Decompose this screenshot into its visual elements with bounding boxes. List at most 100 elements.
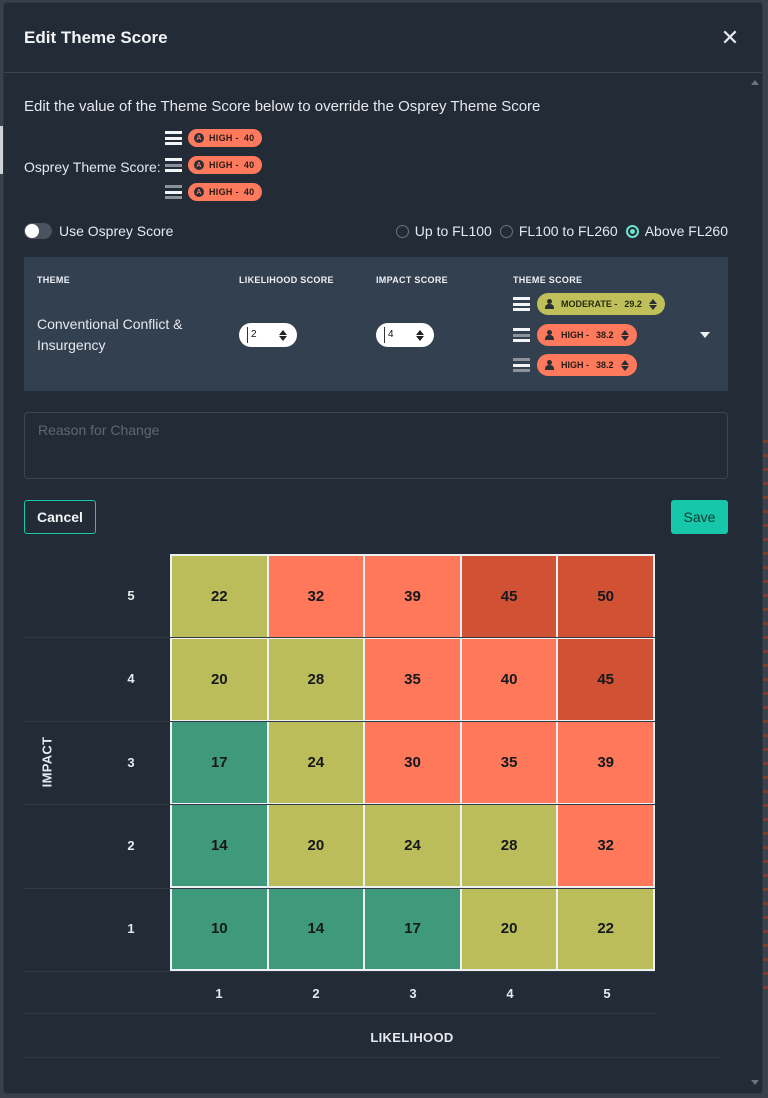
altitude-band-icon — [513, 297, 530, 311]
osprey-score-line: A HIGH - 40 — [165, 156, 263, 174]
altitude-band-icon — [165, 158, 182, 172]
matrix-cell: 28 — [460, 804, 558, 887]
altitude-band-icon — [513, 328, 530, 342]
matrix-cell: 30 — [364, 721, 461, 804]
header-theme: THEME — [37, 275, 70, 285]
modal-title: Edit Theme Score — [24, 27, 168, 47]
risk-matrix-grid: 22 32 39 45 50 20 28 35 40 45 17 24 30 35 39 14 20 24 28 32… — [170, 554, 655, 971]
radio-label: Above FL260 — [644, 223, 728, 239]
altitude-radio-group: Up to FL100 FL100 to FL260 Above FL260 — [395, 223, 728, 239]
matrix-cell: 32 — [557, 804, 654, 887]
radio-label: Up to FL100 — [414, 223, 492, 239]
analyst-badge-icon: A — [194, 187, 204, 197]
modal-body: Edit the value of the Theme Score below … — [4, 74, 748, 1093]
form-actions: Cancel Save — [24, 500, 728, 534]
x-axis-label: LIKELIHOOD — [370, 1030, 454, 1045]
row-divider — [24, 721, 655, 722]
theme-name: Conventional Conflict & Insurgency — [37, 316, 183, 353]
y-tick-label: 2 — [127, 838, 135, 853]
scroll-down-icon[interactable] — [751, 1080, 759, 1085]
score-options-row: Use Osprey Score Up to FL100 FL100 to FL… — [24, 219, 728, 245]
row-divider — [24, 637, 655, 638]
score-level: HIGH - — [561, 360, 589, 370]
user-icon — [545, 299, 554, 309]
osprey-score-pill: A HIGH - 40 — [188, 183, 263, 201]
radio-circle-icon — [499, 224, 513, 238]
matrix-cell: 39 — [364, 555, 461, 638]
impact-stepper[interactable]: 4 — [376, 323, 434, 347]
score-value: 40 — [243, 187, 255, 197]
osprey-score-line: A HIGH - 40 — [165, 183, 263, 201]
radio-up-to-fl100[interactable]: Up to FL100 — [395, 223, 492, 239]
cancel-button[interactable]: Cancel — [24, 500, 96, 534]
save-button[interactable]: Save — [671, 500, 728, 534]
osprey-score-label: Osprey Theme Score: — [24, 159, 161, 175]
risk-matrix: 22 32 39 45 50 20 28 35 40 45 17 24 30 35 39 14 20 24 28 32… — [24, 554, 728, 1074]
divider — [24, 1013, 655, 1014]
theme-score-line: HIGH - 38.2 — [513, 354, 637, 376]
modal-header: Edit Theme Score ✕ — [4, 3, 762, 73]
use-osprey-score-toggle[interactable] — [24, 223, 52, 239]
score-value: 40 — [243, 133, 255, 143]
theme-score-select[interactable]: MODERATE - 29.2 — [537, 293, 665, 315]
theme-score-line: HIGH - 38.2 — [513, 324, 637, 346]
matrix-cell: 22 — [171, 555, 268, 638]
x-tick-label: 2 — [312, 986, 320, 1001]
header-likelihood-score: LIKELIHOOD SCORE — [239, 275, 334, 285]
y-tick-label: 3 — [127, 755, 135, 770]
radio-label: FL100 to FL260 — [518, 223, 618, 239]
matrix-cell: 39 — [557, 721, 654, 804]
header-theme-score: THEME SCORE — [513, 275, 583, 285]
close-icon[interactable]: ✕ — [720, 24, 740, 50]
likelihood-value[interactable]: 2 — [247, 327, 277, 343]
stepper-arrows-icon[interactable] — [279, 329, 287, 341]
theme-score-table: THEME LIKELIHOOD SCORE IMPACT SCORE THEM… — [24, 257, 728, 391]
analyst-badge-icon: A — [194, 133, 204, 143]
matrix-cell: 14 — [267, 887, 365, 970]
select-arrows-icon — [620, 359, 629, 371]
scrollbar[interactable] — [748, 74, 762, 1093]
matrix-cell: 14 — [171, 804, 268, 887]
matrix-cell: 45 — [460, 555, 558, 638]
theme-score-select[interactable]: HIGH - 38.2 — [537, 354, 637, 376]
matrix-cell: 22 — [557, 887, 654, 970]
matrix-cell: 17 — [171, 721, 268, 804]
radio-fl100-to-fl260[interactable]: FL100 to FL260 — [499, 223, 618, 239]
theme-score-select[interactable]: HIGH - 38.2 — [537, 324, 637, 346]
score-level: MODERATE - — [561, 299, 618, 309]
stepper-arrows-icon[interactable] — [416, 329, 424, 341]
score-level: HIGH - — [209, 133, 239, 143]
osprey-score-line: A HIGH - 40 — [165, 129, 263, 147]
edit-theme-score-modal: Edit Theme Score ✕ Edit the value of the… — [3, 2, 763, 1094]
divider — [24, 1057, 721, 1058]
osprey-score-pill: A HIGH - 40 — [188, 156, 263, 174]
likelihood-stepper[interactable]: 2 — [239, 323, 297, 347]
matrix-cell: 24 — [364, 804, 461, 887]
matrix-cell: 17 — [364, 887, 461, 970]
header-impact-score: IMPACT SCORE — [376, 275, 448, 285]
select-arrows-icon — [620, 329, 629, 341]
analyst-badge-icon: A — [194, 160, 204, 170]
row-divider — [24, 971, 655, 972]
scroll-up-icon[interactable] — [751, 80, 759, 85]
osprey-theme-score: Osprey Theme Score: A HIGH - 40 A HIGH -… — [24, 129, 728, 213]
matrix-cell: 20 — [267, 804, 365, 887]
matrix-cell: 35 — [460, 721, 558, 804]
toggle-knob — [25, 224, 39, 238]
score-value: 40 — [243, 160, 255, 170]
matrix-cell: 24 — [267, 721, 365, 804]
select-arrows-icon — [648, 298, 657, 310]
matrix-cell: 35 — [364, 638, 461, 721]
user-icon — [545, 360, 554, 370]
y-tick-label: 5 — [127, 588, 135, 603]
reason-for-change-input[interactable]: Reason for Change — [24, 412, 728, 479]
matrix-cell: 50 — [557, 555, 654, 638]
matrix-cell: 28 — [267, 638, 365, 721]
chevron-down-icon[interactable] — [700, 332, 710, 338]
altitude-band-icon — [165, 185, 182, 199]
matrix-cell: 45 — [557, 638, 654, 721]
score-value: 38.2 — [596, 360, 614, 370]
x-tick-label: 3 — [409, 986, 417, 1001]
impact-value[interactable]: 4 — [384, 327, 414, 343]
radio-above-fl260[interactable]: Above FL260 — [625, 223, 728, 239]
